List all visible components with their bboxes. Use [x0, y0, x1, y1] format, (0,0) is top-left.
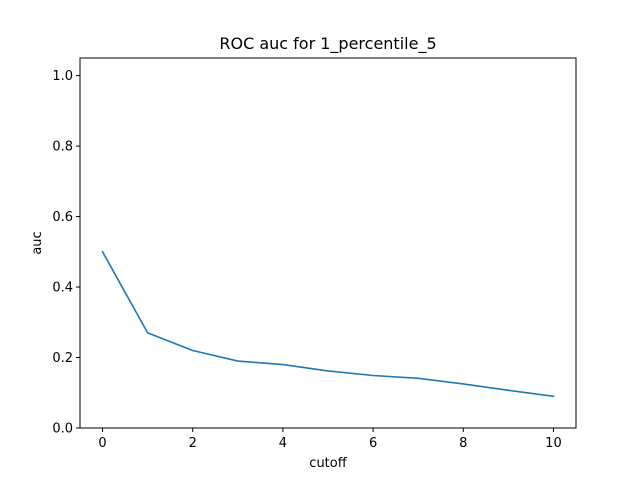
y-tick-label: 0.8 [52, 140, 73, 155]
y-axis-ticks: 0.0 0.2 0.4 0.6 0.8 1.0 [52, 69, 80, 437]
chart-title: ROC auc for 1_percentile_5 [219, 34, 436, 54]
series-layer [101, 250, 555, 398]
plot-area [79, 57, 577, 429]
plot-frame [79, 57, 577, 429]
y-tick-label: 0.6 [52, 210, 73, 225]
x-axis-label: cutoff [309, 456, 347, 471]
y-axis-label: auc [30, 231, 45, 254]
y-tick-label: 0.0 [52, 422, 73, 437]
x-tick-label: 6 [369, 436, 377, 451]
x-axis-ticks: 0 2 4 6 8 10 [98, 428, 562, 451]
x-tick-label: 0 [98, 436, 106, 451]
x-tick-label: 8 [459, 436, 467, 451]
auc-series-line [101, 250, 555, 398]
x-tick-label: 2 [189, 436, 197, 451]
x-tick-label: 4 [279, 436, 287, 451]
y-tick-label: 0.2 [52, 351, 73, 366]
y-tick-label: 1.0 [52, 69, 73, 84]
x-tick-label: 10 [545, 436, 562, 451]
y-tick-label: 0.4 [52, 281, 73, 296]
